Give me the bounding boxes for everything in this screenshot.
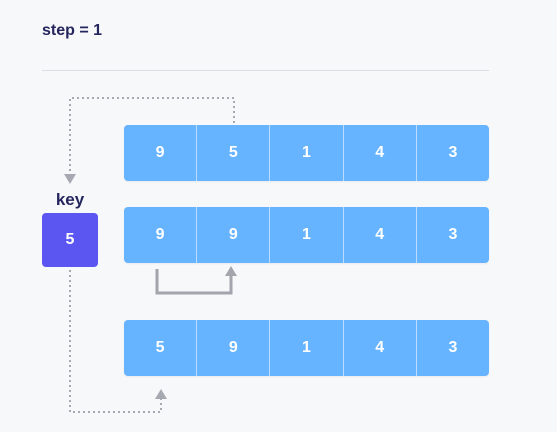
insert-key-arrow: [70, 270, 161, 412]
shift-arrowhead: [225, 266, 237, 276]
pick-key-arrow: [70, 98, 234, 176]
insert-key-arrowhead: [155, 389, 167, 399]
shift-arrow: [157, 269, 231, 293]
pick-key-arrowhead: [64, 174, 76, 184]
